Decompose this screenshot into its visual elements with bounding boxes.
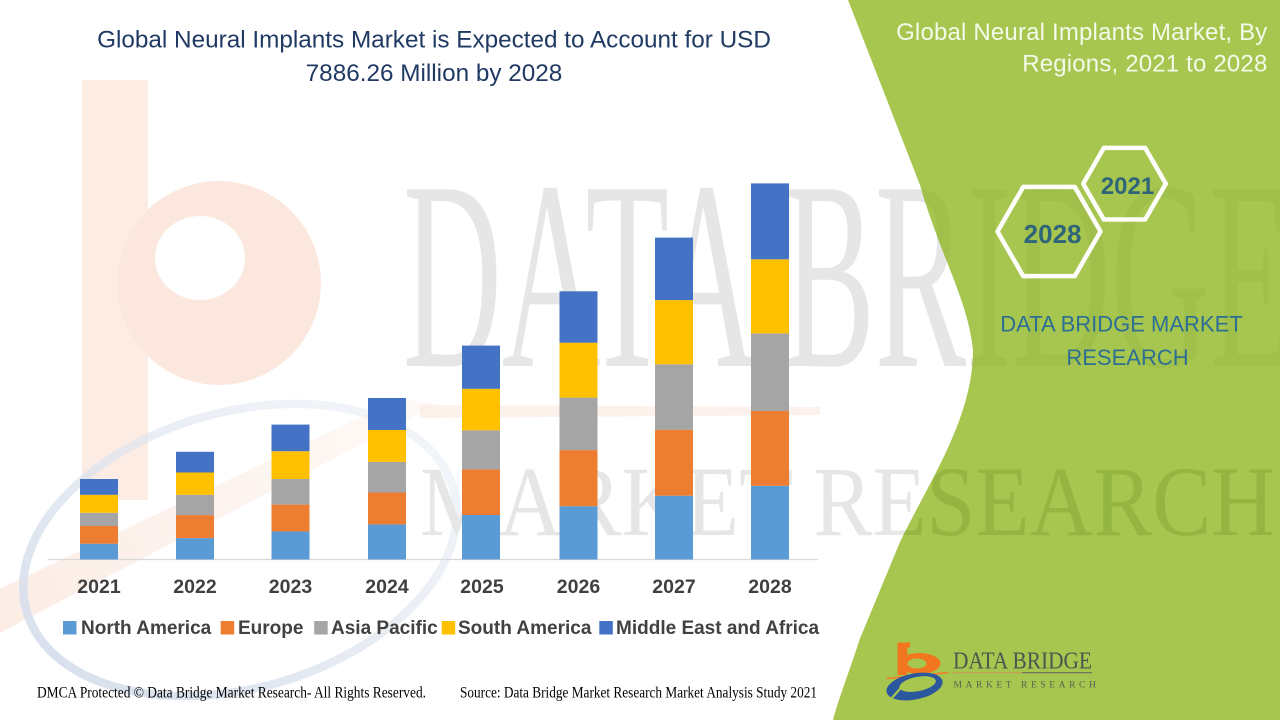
svg-text:2027: 2027	[652, 576, 695, 598]
svg-text:Europe: Europe	[238, 618, 303, 639]
svg-text:DATA BRIDGE MARKET: DATA BRIDGE MARKET	[1000, 312, 1242, 337]
svg-text:2022: 2022	[173, 576, 217, 598]
svg-text:Global Neural Implants Market: Global Neural Implants Market is Expecte…	[97, 27, 771, 54]
svg-text:2021: 2021	[1101, 173, 1154, 200]
svg-text:2026: 2026	[557, 576, 601, 598]
svg-text:Middle East and Africa: Middle East and Africa	[616, 618, 819, 639]
svg-text:2024: 2024	[365, 576, 409, 598]
svg-text:RESEARCH: RESEARCH	[1066, 345, 1188, 370]
svg-text:2025: 2025	[460, 576, 504, 598]
svg-text:Asia Pacific: Asia Pacific	[331, 618, 438, 639]
svg-text:South America: South America	[458, 618, 592, 639]
svg-text:2028: 2028	[748, 576, 792, 598]
svg-text:Source: Data Bridge Market Res: Source: Data Bridge Market Research Mark…	[460, 685, 817, 702]
svg-text:MARKET RESEARCH: MARKET RESEARCH	[954, 681, 1100, 691]
svg-text:DMCA Protected © Data Bridge M: DMCA Protected © Data Bridge Market Rese…	[37, 685, 426, 702]
svg-text:2028: 2028	[1024, 219, 1082, 249]
svg-text:2023: 2023	[269, 576, 313, 598]
svg-text:North America: North America	[81, 618, 212, 639]
svg-text:Regions, 2021 to 2028: Regions, 2021 to 2028	[1022, 51, 1267, 78]
svg-text:DATA BRIDGE: DATA BRIDGE	[953, 649, 1092, 675]
svg-text:2021: 2021	[77, 576, 121, 598]
svg-text:7886.26 Million by 2028: 7886.26 Million by 2028	[306, 60, 563, 87]
svg-text:Global Neural Implants Market,: Global Neural Implants Market, By	[896, 19, 1267, 46]
